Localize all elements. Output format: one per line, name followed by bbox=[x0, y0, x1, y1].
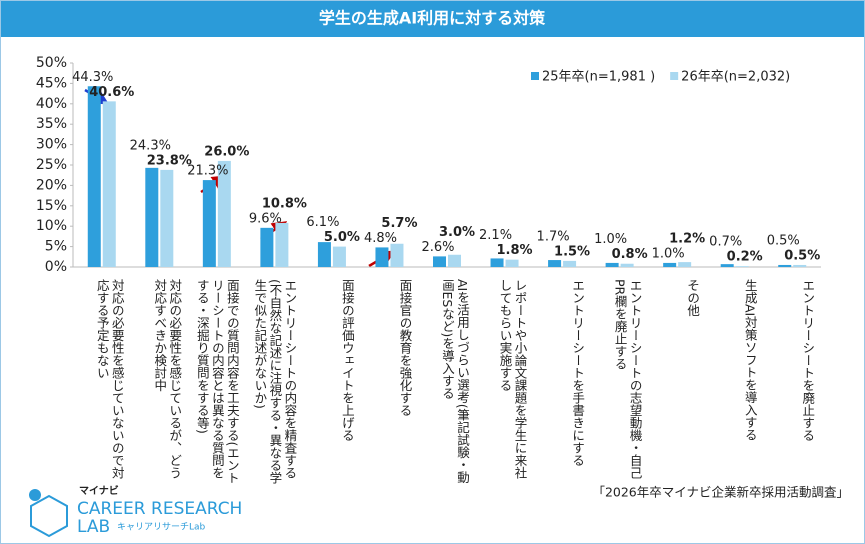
source: 「2026年卒マイナビ企業新卒採用活動調査」 bbox=[592, 485, 849, 500]
bar bbox=[663, 262, 677, 267]
bar bbox=[793, 264, 807, 267]
bar bbox=[332, 246, 346, 267]
bar bbox=[678, 262, 692, 267]
y-tick-label: 50% bbox=[36, 55, 67, 71]
value-label: 1.0% bbox=[594, 232, 627, 247]
x-tick-label: レポートや小論文課題を学生に来社してもらい実施する bbox=[497, 279, 528, 479]
value-label: 40.6% bbox=[89, 85, 134, 100]
value-label: 3.0% bbox=[439, 225, 475, 240]
bar bbox=[102, 101, 116, 268]
legend-label: 25年卒(n=1,981 ) bbox=[542, 70, 655, 85]
value-label: 0.5% bbox=[784, 248, 820, 263]
value-label: 2.1% bbox=[479, 228, 512, 243]
value-label: 21.3% bbox=[187, 164, 228, 179]
chart-title: 学生の生成AI利用に対する対策 bbox=[319, 9, 546, 28]
y-tick-label: 20% bbox=[36, 177, 67, 193]
value-label: 1.8% bbox=[497, 243, 533, 258]
x-tick-label: エントリーシートの志望動機・自己PR欄を廃止する bbox=[612, 279, 643, 479]
bar bbox=[317, 242, 331, 267]
y-tick-label: 5% bbox=[45, 239, 67, 255]
value-label: 0.7% bbox=[709, 235, 742, 250]
y-tick-label: 25% bbox=[36, 157, 67, 173]
bar bbox=[375, 247, 389, 267]
value-label: 26.0% bbox=[204, 144, 249, 159]
legend-swatch bbox=[531, 72, 539, 80]
x-tick-label: 対応の必要性を感じているが、どう対応すべきか検討中 bbox=[152, 279, 183, 479]
bar bbox=[620, 263, 634, 267]
x-tick-label: 面接の評価ウェイトを上げる bbox=[339, 279, 355, 442]
x-tick-label: 対応の必要性を感じていないので対応する予定もない bbox=[94, 279, 125, 479]
logo-lab: LAB bbox=[77, 517, 110, 537]
value-label: 1.2% bbox=[669, 231, 705, 246]
x-tick-label: エントリーシートを廃止する bbox=[800, 279, 816, 442]
bar bbox=[563, 260, 577, 267]
bar bbox=[448, 254, 461, 267]
value-label: 1.0% bbox=[652, 246, 685, 261]
logo-kana: キャリアリサーチLab bbox=[117, 522, 206, 533]
logo: マイナビ CAREER RESEARCH LAB キャリアリサーチLab bbox=[29, 484, 242, 538]
y-tick-label: 40% bbox=[36, 96, 67, 112]
bar bbox=[260, 227, 274, 267]
logo-brand: マイナビ bbox=[79, 484, 119, 497]
value-label: 5.0% bbox=[324, 230, 360, 245]
bar bbox=[87, 86, 101, 267]
x-tick-label: その他 bbox=[685, 279, 701, 317]
value-label: 9.6% bbox=[249, 211, 282, 226]
value-label: 10.8% bbox=[262, 196, 307, 211]
bar bbox=[605, 262, 619, 267]
value-label: 44.3% bbox=[72, 70, 113, 85]
y-tick-label: 10% bbox=[36, 218, 67, 234]
bar bbox=[548, 260, 562, 267]
value-label: 24.3% bbox=[130, 138, 171, 153]
legend-swatch bbox=[670, 72, 679, 80]
value-label: 23.8% bbox=[147, 153, 192, 168]
logo-mark bbox=[30, 494, 68, 538]
bar bbox=[778, 264, 792, 267]
value-label: 2.6% bbox=[421, 240, 454, 255]
x-tick-label: エントリーシートの内容を精査する(不自然な記述に注視する・異なる学生で似た記述が… bbox=[252, 279, 298, 484]
x-tick-label: AIを活用しづらい選考(筆記試験・動画ESなど)を導入する bbox=[440, 279, 470, 484]
y-tick-label: 45% bbox=[36, 75, 67, 91]
bar bbox=[160, 169, 174, 267]
bar bbox=[505, 259, 519, 267]
x-tick-label: エントリーシートを手書きにする bbox=[570, 279, 586, 467]
x-tick-label: 面接での質問内容を工夫する(エントリーシートの内容とは異なる質問をする・深掘り質… bbox=[194, 279, 240, 484]
bar bbox=[275, 222, 289, 267]
bar bbox=[490, 258, 504, 267]
title-bar bbox=[1, 1, 864, 37]
value-label: 1.7% bbox=[537, 229, 570, 244]
logo-dot bbox=[29, 489, 41, 501]
x-tick-label: 生成AI対策ソフトを導入する bbox=[742, 279, 758, 442]
value-label: 1.5% bbox=[554, 244, 590, 259]
bar bbox=[735, 266, 749, 267]
bar bbox=[202, 180, 216, 267]
logo-name: CAREER RESEARCH bbox=[77, 499, 242, 519]
y-tick-label: 30% bbox=[36, 137, 67, 153]
bar bbox=[145, 167, 159, 267]
y-tick-label: 15% bbox=[36, 198, 67, 214]
bar bbox=[433, 256, 446, 267]
y-tick-label: 0% bbox=[45, 259, 67, 275]
legend-label: 26年卒(n=2,032) bbox=[681, 70, 790, 85]
y-tick-label: 35% bbox=[36, 116, 67, 132]
value-label: 0.2% bbox=[727, 250, 763, 265]
value-label: 0.8% bbox=[612, 247, 648, 262]
value-label: 6.1% bbox=[306, 215, 339, 230]
value-label: 4.8% bbox=[364, 231, 397, 246]
value-label: 5.7% bbox=[381, 216, 417, 231]
x-tick-label: 面接官の教育を強化する bbox=[397, 279, 413, 417]
bar bbox=[390, 243, 404, 267]
bar bbox=[217, 160, 231, 267]
value-label: 0.5% bbox=[767, 233, 800, 248]
bar bbox=[720, 264, 734, 267]
